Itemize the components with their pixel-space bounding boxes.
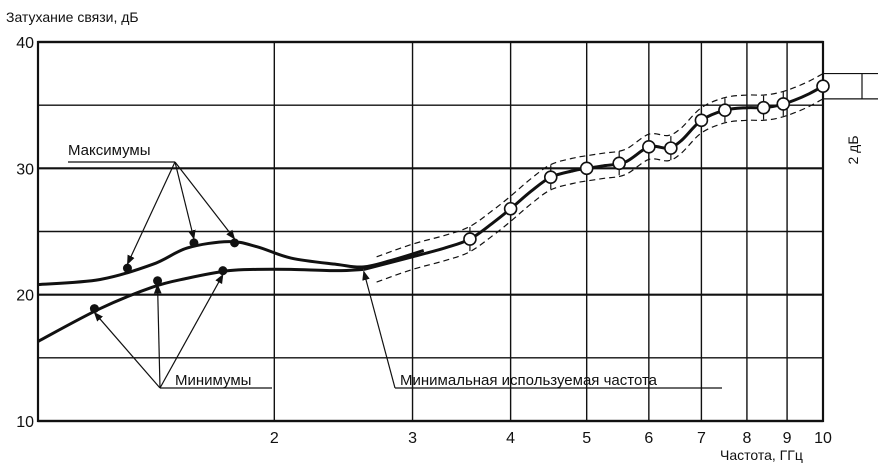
min-point xyxy=(89,304,99,314)
max-point xyxy=(122,263,132,273)
x-axis-label: Частота, ГГц xyxy=(720,447,803,463)
y-axis-label: Затухание связи, дБ xyxy=(6,9,139,25)
measured-point xyxy=(756,100,771,115)
x-tick-label: 3 xyxy=(408,430,417,447)
measured-point xyxy=(718,103,732,118)
x-tick-label: 9 xyxy=(783,430,792,447)
minimums-arrow xyxy=(159,273,224,389)
annotation-min-frequency: Минимальная используемая частота xyxy=(400,372,658,389)
y-tick-label: 40 xyxy=(16,35,34,52)
x-tick-label: 7 xyxy=(697,430,706,447)
series-lines xyxy=(37,73,824,343)
x-tick-label: 4 xyxy=(506,430,515,447)
measured-point xyxy=(664,141,678,155)
x-tick-labels: 2 3 4 5 6 7 8 9 10 xyxy=(270,430,832,447)
annotation-minimums: Минимумы xyxy=(175,372,251,389)
measured-point xyxy=(543,170,558,184)
annotation-arrows xyxy=(68,72,878,389)
measured-point xyxy=(503,201,518,216)
y-tick-label: 20 xyxy=(16,288,34,305)
measured-point xyxy=(642,140,656,154)
maximums-arrow xyxy=(126,161,176,266)
x-tick-label: 8 xyxy=(742,430,751,447)
minimums-arrow xyxy=(153,283,162,389)
series-line-2 xyxy=(37,267,364,343)
measured-point xyxy=(579,161,594,176)
measured-point xyxy=(612,156,626,171)
data-markers xyxy=(89,74,830,314)
x-tick-label: 2 xyxy=(270,430,279,447)
y-tick-labels: 10 20 30 40 xyxy=(16,35,34,431)
max-point xyxy=(230,238,240,248)
measured-point xyxy=(776,97,791,111)
annotation-2db-band: 2 дБ xyxy=(845,135,861,164)
maximums-arrow xyxy=(174,161,236,240)
maximums-arrow xyxy=(174,161,196,240)
min-point xyxy=(153,276,163,286)
x-tick-label: 5 xyxy=(582,430,591,447)
y-tick-label: 30 xyxy=(16,161,34,178)
series-line-1 xyxy=(37,240,425,287)
measured-point xyxy=(463,232,477,246)
min-point xyxy=(218,266,228,276)
max-point xyxy=(189,238,199,248)
series-line-3 xyxy=(363,84,824,271)
annotation-maximums: Максимумы xyxy=(68,142,151,159)
min-frequency-arrow xyxy=(362,270,396,389)
x-tick-label: 6 xyxy=(644,430,653,447)
minimums-arrow xyxy=(93,311,161,389)
x-tick-label: 10 xyxy=(814,430,832,447)
measured-point xyxy=(816,79,830,94)
grid xyxy=(36,40,825,423)
series-line-5 xyxy=(376,98,824,283)
y-tick-label: 10 xyxy=(16,414,34,431)
measured-point xyxy=(694,113,709,128)
